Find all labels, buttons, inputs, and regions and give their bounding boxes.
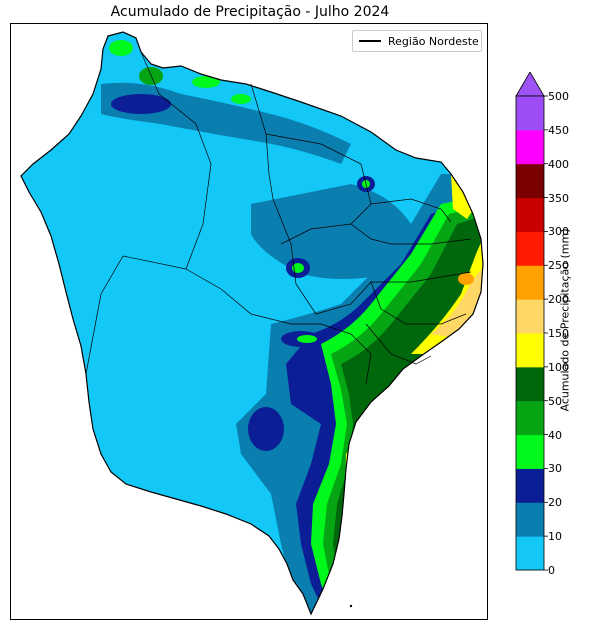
colorbar-tick-label: 10 [548, 530, 562, 544]
blob-center-1-inner [292, 263, 304, 273]
colorbar-segment [516, 366, 544, 402]
colorbar-tick-label: 350 [548, 191, 569, 205]
state-border [370, 198, 452, 223]
map-panel [10, 23, 488, 620]
colorbar-extend-triangle [515, 72, 545, 97]
state-border [370, 281, 467, 325]
state-border [320, 323, 372, 385]
colorbar-tick-label: 50 [548, 394, 562, 408]
blob-center-3-inner [297, 335, 317, 343]
blob-north-coast-3 [192, 76, 220, 88]
island-marker [349, 604, 353, 608]
colorbar-segment [516, 468, 544, 503]
colorbar-segment [516, 197, 544, 232]
colorbar-segment [516, 163, 544, 199]
colorbar-segment [516, 536, 544, 571]
blob-20-30-north [111, 94, 171, 114]
colorbar-tick-label: 150 [548, 327, 569, 340]
state-border [185, 268, 321, 325]
legend-label: Região Nordeste [388, 34, 479, 48]
legend-line-icon [359, 40, 381, 42]
map-legend: Região Nordeste [352, 30, 482, 52]
state-border [365, 323, 432, 365]
colorbar-segment [516, 434, 544, 469]
colorbar-segment [516, 231, 544, 266]
colorbar-label: Acumulado de Precipitação (mm) [558, 228, 572, 412]
colorbar-tick-label: 0 [548, 564, 555, 577]
region-outline-icon [20, 31, 484, 616]
colorbar [515, 72, 548, 571]
colorbar-tick-label: 450 [548, 123, 569, 137]
colorbar-tick-label: 20 [548, 496, 562, 510]
precipitation-map [20, 31, 484, 616]
state-border [350, 223, 472, 245]
colorbar-segment [516, 129, 544, 165]
band-10-20-center [251, 184, 411, 279]
colorbar-segment [516, 299, 544, 334]
chart-title: Acumulado de Precipitação - Julho 2024 [110, 4, 390, 20]
colorbar-tick-label: 100 [548, 360, 569, 374]
band-100-150-south [345, 444, 356, 534]
colorbar-segment [516, 400, 544, 436]
colorbar-tick-label: 250 [548, 259, 569, 273]
colorbar-tick-label: 400 [548, 157, 569, 171]
colorbar-tick-label: 40 [548, 428, 562, 442]
colorbar-tick-label: 500 [548, 90, 569, 103]
state-borders [85, 51, 472, 385]
colorbar-segment [516, 96, 544, 131]
colorbar-segment [516, 265, 544, 300]
colorbar-segment [516, 333, 544, 368]
blob-north-coast-1 [109, 40, 133, 56]
blob-200-250 [458, 273, 474, 285]
colorbar-tick-label: 300 [548, 225, 569, 239]
blob-20-30-west [248, 407, 284, 451]
colorbar-tick-label: 30 [548, 462, 562, 476]
colorbar-tick-label: 200 [548, 293, 569, 307]
blob-north-coast-4 [231, 94, 251, 104]
state-border [85, 51, 212, 375]
colorbar-segment [516, 502, 544, 537]
